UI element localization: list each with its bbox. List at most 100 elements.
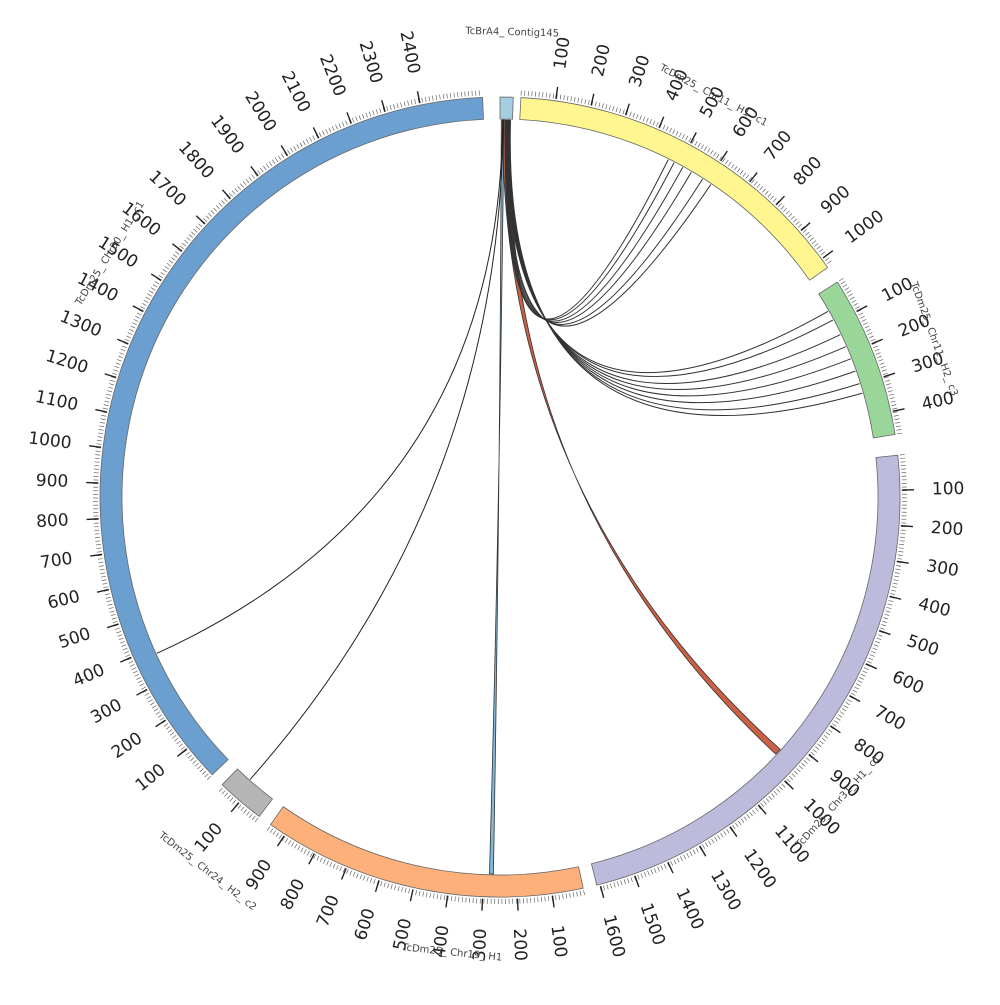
major-tick [901, 526, 913, 527]
tick-label: 100 [932, 479, 965, 500]
major-tick [376, 880, 380, 891]
major-tick [172, 244, 181, 251]
contig-segment-chr11h2 [819, 282, 895, 438]
major-tick [552, 896, 554, 908]
major-tick [133, 306, 144, 312]
tick-label: 2200 [315, 52, 350, 100]
ticks-layer [86, 87, 914, 911]
tick-label: 1300 [706, 867, 745, 914]
tick-label: 100 [550, 36, 574, 71]
major-tick [482, 899, 483, 911]
major-tick [89, 446, 101, 447]
contig-segment-chr31 [591, 455, 900, 885]
tick-label: 500 [56, 624, 93, 653]
contig-segment-c145 [500, 97, 513, 119]
tick-label: 100 [132, 760, 170, 796]
contig-label-chr11h2: TcDm25_ Chr11_ H2_ c3 [908, 280, 960, 398]
major-tick [313, 127, 318, 138]
major-tick [758, 805, 766, 814]
tick-label: 1400 [671, 885, 707, 933]
tick-label: 2100 [277, 68, 314, 116]
tick-label: 100 [546, 924, 570, 959]
major-tick [177, 749, 186, 757]
major-tick [866, 664, 877, 669]
tick-label: 400 [916, 594, 952, 621]
minor-ticks-chr31 [600, 454, 907, 891]
major-tick [659, 117, 664, 128]
major-tick [850, 696, 860, 702]
major-tick [87, 519, 99, 520]
tick-label: 300 [625, 53, 654, 90]
major-tick [601, 886, 604, 898]
tick-label: 1600 [598, 913, 628, 960]
tick-label: 2000 [240, 88, 280, 135]
tick-label: 1200 [43, 346, 90, 378]
tick-label: 200 [108, 728, 146, 763]
contig-segment-chr19 [271, 807, 584, 897]
tick-label: 600 [46, 587, 82, 614]
major-tick [879, 631, 890, 635]
major-tick [90, 554, 102, 556]
major-tick [831, 726, 841, 733]
tick-label: 900 [817, 182, 855, 218]
major-tick [410, 889, 413, 901]
tick-label: 200 [588, 42, 615, 78]
tick-label: 900 [242, 856, 276, 894]
major-tick [626, 104, 630, 115]
tick-label: 1200 [739, 846, 780, 893]
major-tick [281, 146, 287, 156]
major-tick [730, 827, 737, 837]
major-tick [785, 781, 794, 789]
tick-label: 1900 [206, 111, 248, 158]
tick-label: 1500 [635, 901, 668, 948]
contig-segment-chr30 [100, 97, 484, 774]
tick-label: 300 [925, 556, 960, 581]
major-tick [95, 410, 107, 413]
tick-label: 800 [36, 510, 69, 532]
tick-label: 1700 [144, 167, 189, 211]
tick-label: 900 [35, 471, 68, 492]
major-tick [893, 409, 905, 412]
tick-label: 2400 [395, 29, 423, 75]
major-tick [382, 100, 385, 111]
tick-label: 600 [889, 667, 927, 699]
tick-label: 1300 [57, 307, 105, 342]
tick-label: 1000 [27, 428, 72, 453]
major-tick [518, 899, 519, 911]
tick-label: 1000 [841, 206, 888, 248]
major-tick [556, 87, 558, 99]
major-tick [196, 216, 205, 224]
tick-label: 700 [39, 549, 74, 573]
links-layer [157, 120, 862, 874]
tick-label: 200 [930, 518, 964, 540]
contig-label-c145: TcBrA4_ Contig145 [464, 26, 559, 39]
major-tick [231, 803, 239, 812]
major-tick [137, 689, 148, 695]
tick-label: 1800 [174, 138, 218, 184]
major-tick [809, 754, 818, 762]
link-line [250, 120, 503, 779]
link-ribbon [503, 120, 781, 754]
tick-label: 300 [87, 695, 125, 728]
major-tick [897, 561, 909, 563]
tick-label: 700 [313, 892, 344, 930]
major-tick [120, 657, 131, 662]
major-tick [700, 846, 706, 856]
major-tick [278, 836, 284, 846]
major-tick [105, 374, 116, 378]
tick-label: 700 [760, 127, 796, 165]
tick-label: 200 [509, 928, 530, 961]
tick-label: 600 [351, 906, 380, 943]
major-tick [222, 190, 230, 199]
tick-label: 400 [70, 660, 108, 691]
major-tick [151, 274, 161, 280]
tick-label: 800 [277, 876, 310, 914]
tick-label: 100 [191, 819, 227, 857]
major-tick [446, 896, 448, 908]
segments-layer [100, 97, 900, 897]
tick-label: 1100 [33, 387, 80, 416]
tick-label: 2300 [355, 39, 387, 86]
